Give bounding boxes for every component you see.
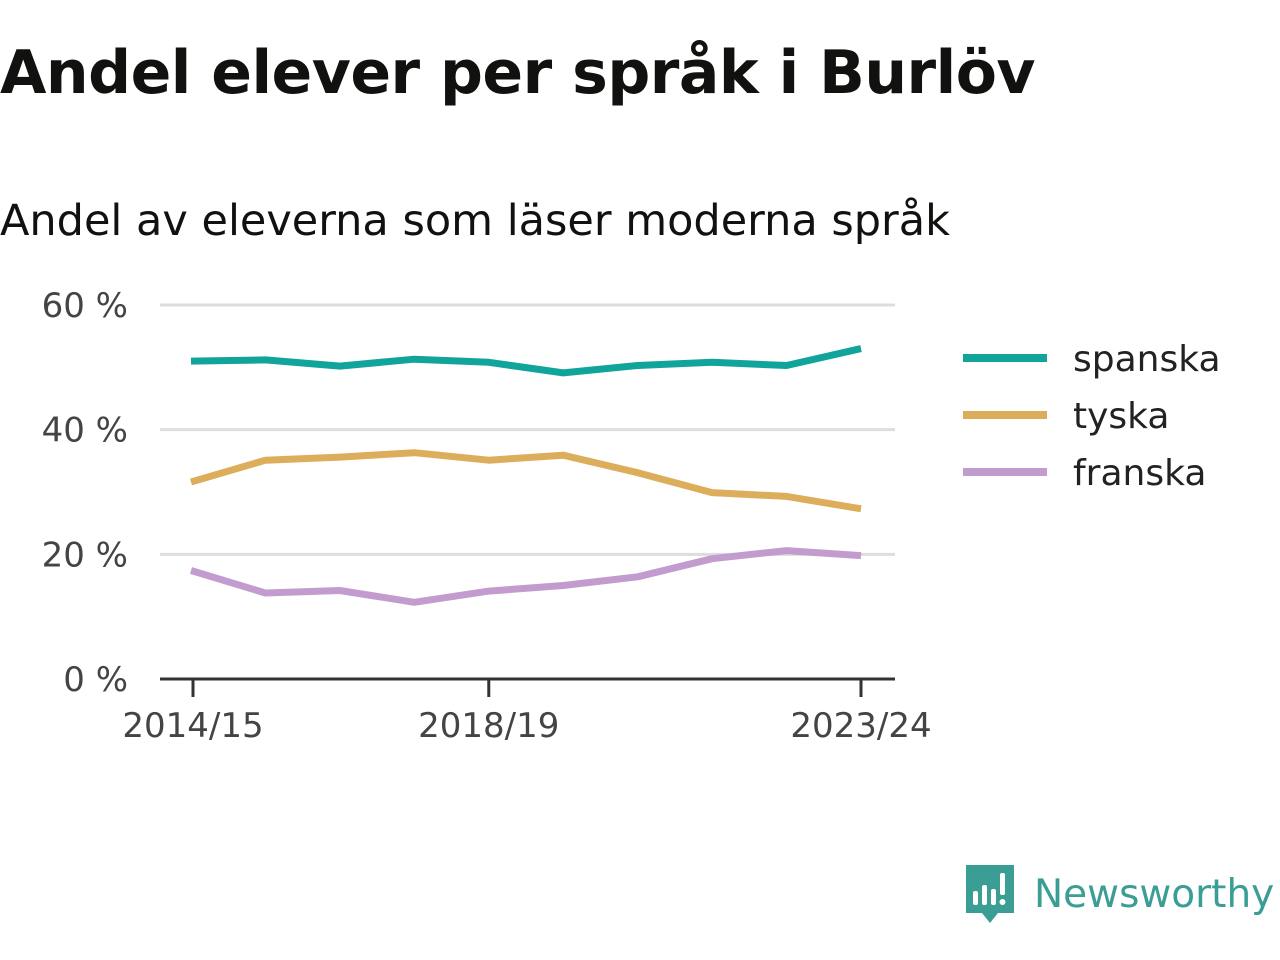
newsworthy-logo-icon — [966, 865, 1014, 923]
legend-label-tyska: tyska — [1073, 396, 1169, 437]
brand-name: Newsworthy — [1034, 871, 1275, 917]
y-tick-label: 60 % — [42, 286, 128, 326]
chart-subtitle: Andel av eleverna som läser moderna språ… — [0, 196, 950, 246]
y-tick-label: 0 % — [63, 660, 128, 700]
legend-label-franska: franska — [1073, 453, 1206, 494]
brand-logo: Newsworthy — [964, 862, 1274, 926]
y-tick-label: 40 % — [42, 411, 128, 451]
x-tick-label: 2023/24 — [790, 706, 931, 746]
y-tick-label: 20 % — [42, 535, 128, 575]
series-line-tyska — [190, 449, 862, 513]
chart-title: Andel elever per språk i Burlöv — [0, 38, 1036, 108]
line-chart: 60 % 40 % 20 % 0 % 2014/15 2018/19 2023/24 spa… — [42, 286, 1221, 746]
legend-label-spanska: spanska — [1073, 339, 1221, 380]
x-tick-label: 2014/15 — [122, 706, 263, 746]
series-line-spanska — [190, 345, 862, 377]
series-line-franska — [189, 547, 862, 606]
x-tick-label: 2018/19 — [418, 706, 559, 746]
